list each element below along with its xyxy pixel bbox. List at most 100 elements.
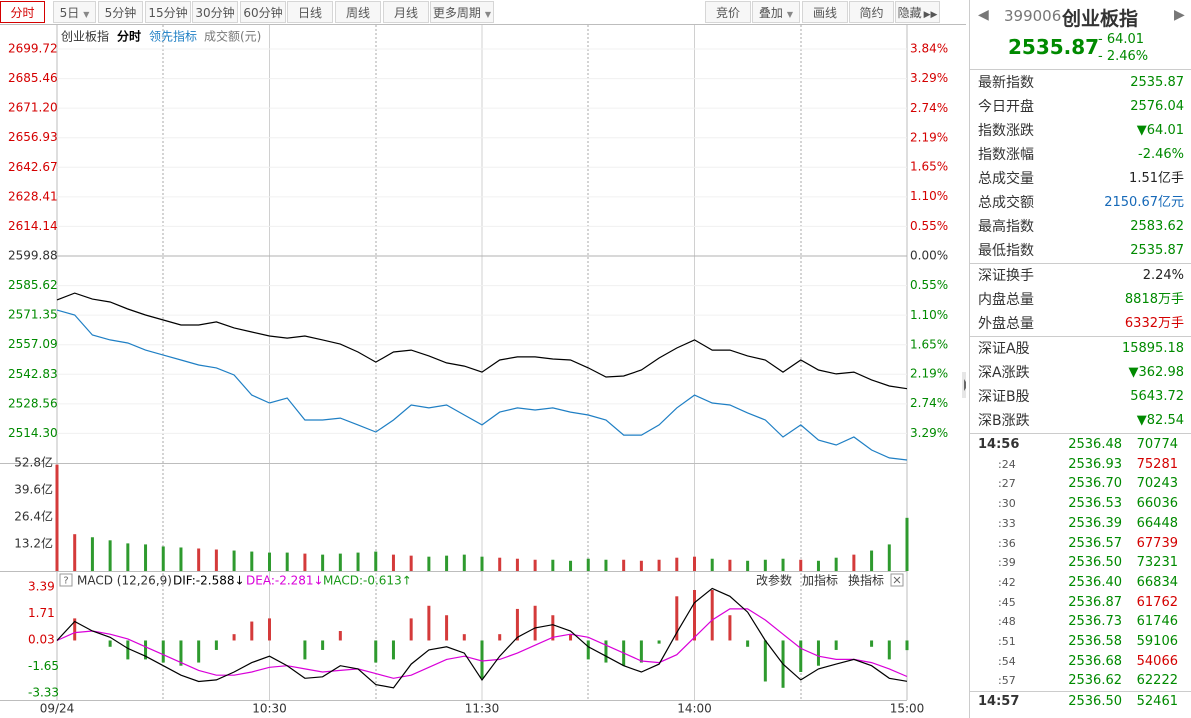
y-tick-label: 2514.30 — [8, 426, 58, 440]
prev-arrow[interactable]: ◀ — [978, 7, 989, 23]
volume-bar — [126, 543, 130, 571]
volume-bar — [569, 560, 573, 571]
button-label: 月线 — [393, 6, 418, 20]
macd-bar — [728, 615, 732, 641]
action-link[interactable]: 加指标 — [802, 573, 838, 588]
macd-bar — [657, 640, 661, 644]
volume-bar — [728, 559, 732, 571]
macd-title: MACD (12,26,9) — [77, 574, 172, 588]
y-tick-label: 2656.93 — [8, 130, 58, 144]
indicator-label: DIF:-2.588↓ — [173, 574, 245, 588]
y2-tick-label: 2.19% — [910, 367, 948, 381]
y-tick-label: 2585.62 — [8, 278, 58, 292]
y-tick-label: 2614.14 — [8, 219, 58, 233]
stat-row: 外盘总量 6332万手 — [970, 312, 1184, 336]
stat-label: 总成交额 — [978, 195, 1034, 211]
macd-bar — [427, 605, 431, 641]
y2-tick-label: 3.29% — [910, 426, 948, 440]
quote-price: 2535.87 — [1008, 35, 1100, 59]
volume-bar — [321, 554, 325, 571]
expand-arrows: ▶▶ — [923, 10, 938, 20]
macd-bar — [816, 640, 820, 666]
y-tick-label: 2557.09 — [8, 337, 58, 351]
macd-bar — [887, 640, 891, 660]
stat-value: ▼64.01 — [1136, 123, 1184, 138]
toolbar-button[interactable]: 30分钟 — [192, 1, 238, 23]
tick-row: :51 2536.58 59106 — [970, 632, 1184, 652]
tick-time: 14:56 — [978, 437, 1020, 452]
tick-row: :27 2536.70 70243 — [970, 474, 1184, 494]
button-label: 画线 — [812, 6, 837, 20]
volume-bar — [338, 553, 342, 571]
tick-price: 2536.50 — [1068, 694, 1122, 710]
macd-bar — [197, 640, 201, 663]
macd-bar — [126, 640, 130, 660]
toolbar-button[interactable]: 画线 — [802, 1, 848, 23]
volume-bar — [108, 540, 112, 571]
button-label: 5分钟 — [104, 6, 137, 20]
stat-row: 总成交额 2150.67亿元 — [970, 191, 1184, 215]
toolbar-button[interactable]: 更多周期 ▼ — [430, 1, 494, 23]
help-icon-text: ? — [63, 576, 68, 587]
y2-tick-label: 2.74% — [910, 101, 948, 115]
stat-value: 8818万手 — [1124, 292, 1184, 307]
stat-label: 指数涨幅 — [978, 147, 1034, 163]
volume-bar — [763, 559, 767, 571]
volume-bar — [693, 556, 696, 571]
volume-bar — [675, 557, 679, 571]
y-tick-label: 39.6亿 — [14, 482, 53, 497]
stat-value: 2535.87 — [1130, 243, 1184, 258]
action-link[interactable]: 换指标 — [848, 573, 884, 588]
toolbar-button[interactable]: 5日 ▼ — [53, 1, 96, 23]
macd-bar — [232, 634, 236, 641]
toolbar-button[interactable]: 分时 — [0, 1, 45, 23]
toolbar-button[interactable]: 日线 — [287, 1, 333, 23]
toolbar-button[interactable]: 叠加 ▼ — [752, 1, 800, 23]
separator — [970, 263, 1191, 264]
tick-row: :57 2536.62 62222 — [970, 671, 1184, 691]
toolbar-button[interactable]: 隐藏 ▶▶ — [895, 1, 940, 23]
tick-row: :33 2536.39 66448 — [970, 514, 1184, 534]
y2-tick-label: 1.65% — [910, 160, 948, 174]
macd-bar — [445, 615, 449, 641]
volume-bar — [533, 559, 537, 571]
button-label: 周线 — [345, 6, 370, 20]
macd-bar — [250, 621, 254, 641]
tick-price: 2536.53 — [1068, 496, 1122, 512]
toolbar-button[interactable]: 周线 — [335, 1, 381, 23]
line — [56, 292, 908, 390]
toolbar-button[interactable]: 月线 — [383, 1, 429, 23]
stat-value: 2583.62 — [1130, 219, 1184, 234]
stat-label: 最新指数 — [978, 75, 1034, 91]
macd-bar — [799, 640, 803, 673]
volume-bar — [214, 549, 218, 571]
stat-value: 15895.18 — [1121, 341, 1184, 356]
volume-bar — [887, 544, 891, 571]
tick-price: 2536.70 — [1068, 476, 1122, 492]
stat-row: 深证B股 5643.72 — [970, 385, 1184, 409]
toolbar-button[interactable]: 简约 — [849, 1, 894, 23]
action-link[interactable]: 改参数 — [756, 573, 792, 588]
stat-label: 最低指数 — [978, 243, 1034, 259]
toolbar-button[interactable]: 60分钟 — [240, 1, 286, 23]
tick-volume: 67739 — [1136, 535, 1178, 551]
stat-row: 深证换手 2.24% — [970, 264, 1184, 288]
tick-row: 14:57 2536.50 52461 — [970, 692, 1184, 712]
help-icon[interactable] — [59, 573, 73, 587]
line — [56, 309, 908, 461]
tick-row: :48 2536.73 61746 — [970, 612, 1184, 632]
legend-series: 领先指标 — [149, 29, 197, 44]
volume-bar — [445, 555, 449, 571]
button-label: 竞价 — [715, 6, 740, 20]
toolbar-button[interactable]: 15分钟 — [145, 1, 191, 23]
stat-label: 深证B股 — [978, 389, 1030, 405]
indicator-label: DEA:-2.281↓ — [246, 574, 324, 588]
y2-tick-label: 3.29% — [910, 71, 948, 85]
macd-bar — [746, 640, 750, 647]
y2-tick-label: 2.74% — [910, 396, 948, 410]
toolbar-button[interactable]: 竞价 — [705, 1, 751, 23]
toolbar-button[interactable]: 5分钟 — [98, 1, 143, 23]
tick-price: 2536.73 — [1068, 614, 1122, 630]
macd-bar — [533, 605, 537, 641]
next-arrow[interactable]: ▶ — [1174, 7, 1185, 23]
